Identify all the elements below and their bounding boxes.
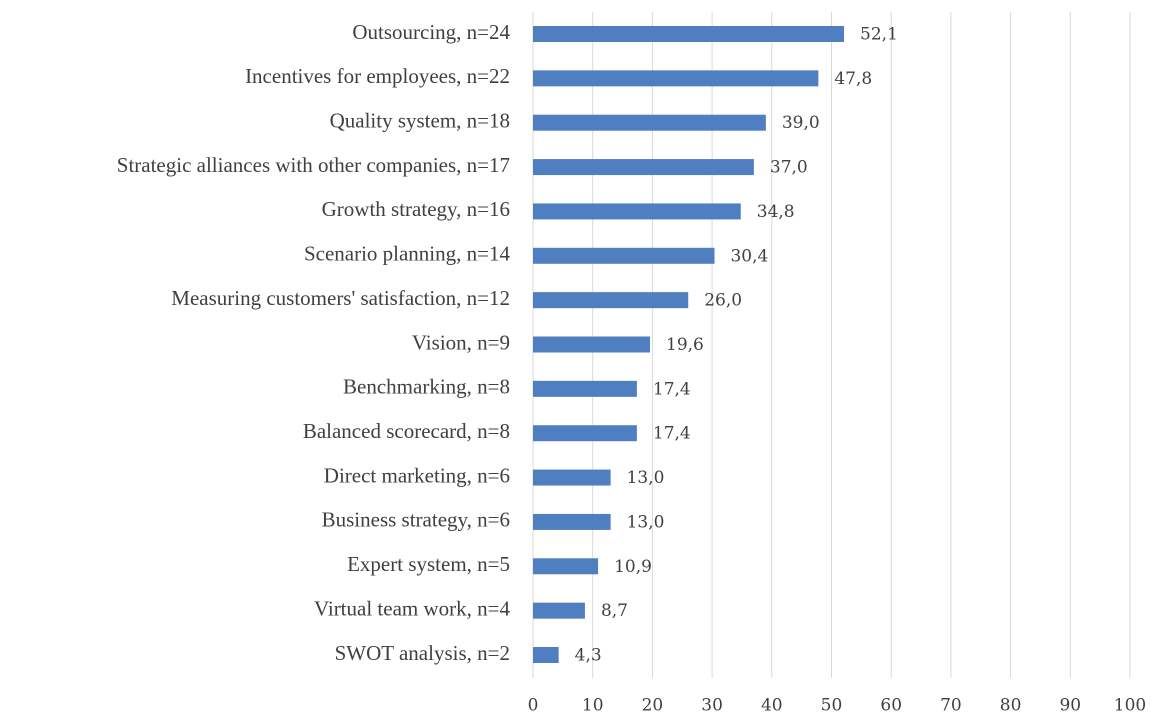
bar	[533, 602, 585, 619]
x-tick-label: 0	[528, 696, 539, 716]
value-label: 39,0	[782, 113, 820, 133]
x-tick-label: 30	[701, 696, 723, 716]
x-tick-label: 70	[940, 696, 962, 716]
y-tick-label: Growth strategy, n=16	[322, 197, 510, 221]
value-label: 10,9	[614, 557, 652, 577]
value-label: 8,7	[601, 601, 628, 621]
value-label: 17,4	[653, 424, 691, 444]
y-tick-label: Direct marketing, n=6	[324, 463, 510, 487]
bar	[533, 469, 611, 486]
value-label: 47,8	[834, 69, 872, 89]
bar	[533, 70, 819, 87]
x-tick-label: 10	[582, 696, 604, 716]
y-tick-label: Outsourcing, n=24	[352, 20, 510, 44]
y-tick-label: Vision, n=9	[412, 330, 510, 354]
bar	[533, 425, 637, 442]
x-tick-label: 40	[761, 696, 783, 716]
x-tick-label: 100	[1114, 696, 1146, 716]
y-tick-label: Balanced scorecard, n=8	[303, 419, 510, 443]
bar	[533, 26, 845, 42]
x-tick-label: 20	[642, 696, 664, 716]
x-tick-label: 50	[821, 696, 843, 716]
x-tick-label: 60	[880, 696, 902, 716]
value-label: 17,4	[653, 379, 691, 399]
value-label: 37,0	[770, 158, 808, 178]
y-tick-label: Business strategy, n=6	[322, 508, 510, 532]
value-label: 13,0	[627, 512, 665, 532]
bar	[533, 114, 766, 131]
value-label: 26,0	[704, 291, 742, 311]
y-tick-label: SWOT analysis, n=2	[335, 641, 510, 665]
value-label: 30,4	[730, 246, 768, 266]
x-tick-label: 90	[1059, 696, 1081, 716]
bar	[533, 558, 599, 575]
y-tick-label: Scenario planning, n=14	[304, 242, 511, 266]
bar	[533, 159, 754, 176]
y-tick-label: Incentives for employees, n=22	[245, 64, 510, 88]
bar	[533, 513, 611, 530]
value-label: 34,8	[757, 202, 795, 222]
value-label: 19,6	[666, 335, 704, 355]
y-tick-label: Quality system, n=18	[330, 109, 510, 133]
x-tick-label: 80	[1000, 696, 1022, 716]
value-label: 52,1	[860, 25, 898, 45]
bar	[533, 247, 715, 264]
bar	[533, 647, 559, 663]
value-label: 13,0	[627, 468, 665, 488]
y-tick-label: Expert system, n=5	[347, 552, 510, 576]
value-label: 4,3	[575, 646, 602, 666]
y-tick-label: Strategic alliances with other companies…	[117, 153, 510, 177]
bar	[533, 336, 651, 353]
y-tick-label: Benchmarking, n=8	[343, 375, 510, 399]
bar	[533, 292, 689, 309]
bar	[533, 380, 637, 397]
y-tick-label: Measuring customers' satisfaction, n=12	[171, 286, 510, 310]
bar	[533, 203, 741, 220]
y-tick-label: Virtual team work, n=4	[314, 596, 511, 620]
